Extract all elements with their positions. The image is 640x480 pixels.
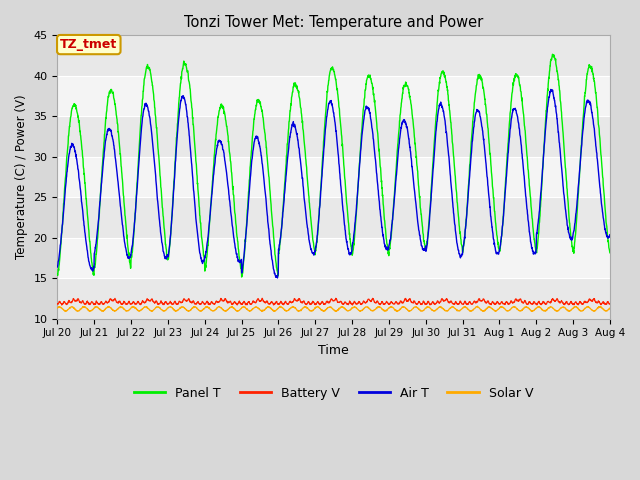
Battery V bbox=[573, 301, 580, 307]
Line: Panel T: Panel T bbox=[58, 54, 610, 277]
Air T bbox=[495, 251, 502, 257]
Bar bbox=[58, 238, 610, 278]
Bar bbox=[58, 278, 610, 319]
Legend: Panel T, Battery V, Air T, Solar V: Panel T, Battery V, Air T, Solar V bbox=[129, 382, 538, 405]
Panel T bbox=[238, 274, 246, 280]
Solar V bbox=[495, 306, 502, 312]
Solar V bbox=[207, 308, 215, 313]
Air T bbox=[362, 106, 369, 112]
Solar V bbox=[362, 304, 369, 310]
Y-axis label: Temperature (C) / Power (V): Temperature (C) / Power (V) bbox=[15, 95, 28, 259]
Panel T bbox=[606, 250, 614, 256]
Battery V bbox=[208, 299, 216, 304]
Solar V bbox=[606, 305, 614, 311]
Solar V bbox=[54, 305, 61, 311]
Battery V bbox=[495, 300, 502, 306]
Bar bbox=[58, 76, 610, 116]
Bar bbox=[58, 197, 610, 238]
Air T bbox=[547, 86, 555, 92]
Title: Tonzi Tower Met: Temperature and Power: Tonzi Tower Met: Temperature and Power bbox=[184, 15, 483, 30]
Panel T bbox=[557, 109, 565, 115]
Air T bbox=[207, 196, 215, 202]
Battery V bbox=[54, 301, 61, 307]
Line: Solar V: Solar V bbox=[58, 306, 610, 312]
Battery V bbox=[362, 300, 370, 305]
Solar V bbox=[573, 305, 580, 311]
Air T bbox=[274, 275, 282, 281]
Panel T bbox=[54, 272, 61, 277]
Line: Air T: Air T bbox=[58, 89, 610, 278]
Battery V bbox=[58, 302, 65, 308]
Panel T bbox=[207, 194, 215, 200]
Panel T bbox=[548, 51, 556, 57]
Panel T bbox=[350, 240, 358, 246]
Line: Battery V: Battery V bbox=[58, 298, 610, 305]
Air T bbox=[350, 232, 358, 238]
Bar bbox=[58, 36, 610, 76]
X-axis label: Time: Time bbox=[318, 344, 349, 357]
Solar V bbox=[557, 304, 565, 310]
Panel T bbox=[573, 212, 580, 218]
Battery V bbox=[259, 295, 266, 301]
Bar bbox=[58, 116, 610, 157]
Battery V bbox=[606, 301, 614, 307]
Air T bbox=[573, 203, 580, 208]
Panel T bbox=[362, 85, 369, 91]
Air T bbox=[54, 264, 61, 270]
Solar V bbox=[276, 303, 284, 309]
Solar V bbox=[350, 304, 358, 310]
Solar V bbox=[394, 309, 401, 314]
Text: TZ_tmet: TZ_tmet bbox=[60, 38, 117, 51]
Battery V bbox=[350, 300, 358, 305]
Panel T bbox=[495, 244, 502, 250]
Air T bbox=[606, 232, 614, 238]
Battery V bbox=[557, 298, 565, 303]
Bar bbox=[58, 157, 610, 197]
Air T bbox=[557, 164, 565, 170]
